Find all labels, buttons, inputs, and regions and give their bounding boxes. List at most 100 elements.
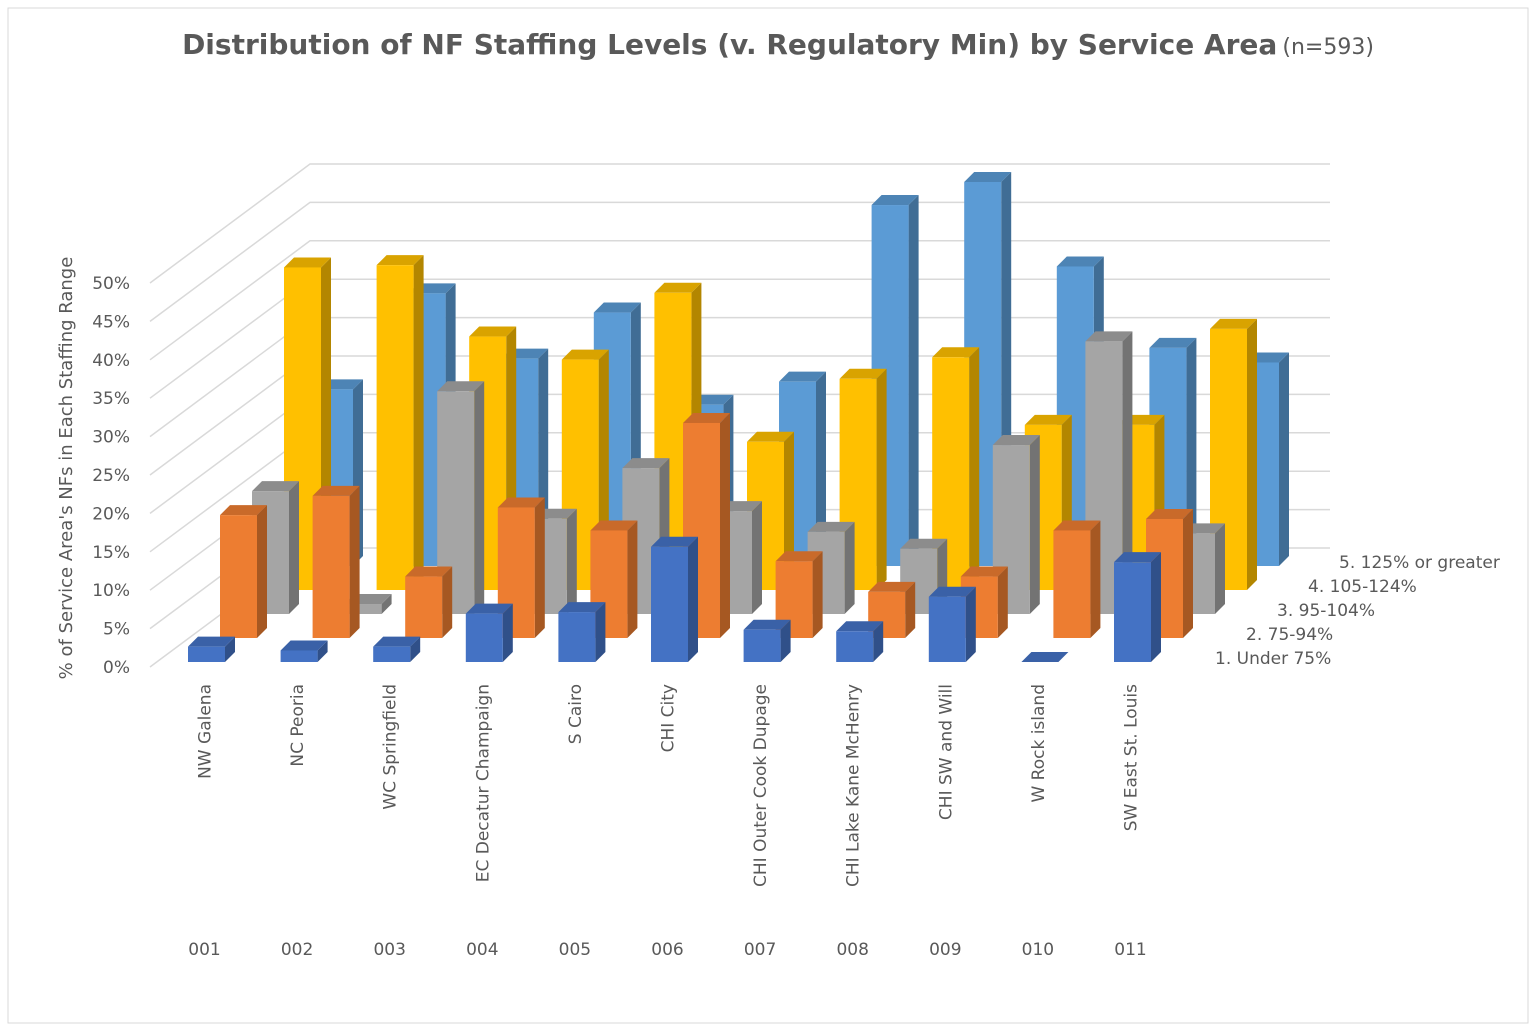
bar (220, 515, 257, 638)
legend-label: 4. 105-124% (1308, 577, 1417, 597)
y-tick-label: 25% (92, 466, 130, 486)
category-code: 003 (373, 940, 405, 960)
legend-label: 5. 125% or greater (1339, 553, 1500, 573)
bar-3d (1021, 652, 1069, 662)
y-tick-label: 35% (92, 389, 130, 409)
bar (188, 646, 225, 662)
chart-title: Distribution of NF Staffing Levels (v. R… (182, 28, 1374, 61)
x-tick-label: S Cairo (566, 684, 586, 744)
x-tick-label: W Rock island (1029, 684, 1049, 803)
bar-side (1279, 352, 1289, 566)
bar-top (593, 302, 641, 313)
bar-3d (928, 586, 976, 662)
bar-top (220, 505, 267, 516)
x-tick-label: EC Decatur Champaign (473, 684, 493, 882)
bar (280, 650, 318, 662)
bar-top (964, 172, 1012, 182)
bar-side (1029, 435, 1040, 614)
bar-side (1183, 508, 1193, 638)
legend-label: 3. 95-104% (1277, 601, 1375, 621)
bar-3d (280, 640, 328, 662)
bar-side (410, 636, 421, 662)
bar-top (312, 485, 360, 496)
bar-side (225, 636, 235, 662)
bar-side (502, 603, 513, 662)
bar-side (289, 481, 299, 614)
bar-3d (437, 381, 485, 614)
legend-label: 2. 75-94% (1246, 625, 1333, 645)
bar-3d (807, 521, 855, 614)
bar-3d (590, 520, 638, 638)
bar-side (965, 586, 976, 662)
bar-3d (651, 536, 698, 662)
bar (928, 596, 966, 662)
bar-side (969, 347, 980, 590)
category-code: 009 (929, 940, 961, 960)
bar-3d (1114, 552, 1161, 662)
y-tick-label: 20% (92, 504, 130, 524)
bar-side (720, 412, 730, 638)
x-tick-label: CHI Lake Kane McHenry (844, 684, 864, 887)
bar-top (497, 497, 545, 508)
bar-3d (188, 636, 235, 662)
bar-top (1056, 256, 1104, 267)
bar-side (873, 621, 884, 662)
bar-top (683, 412, 730, 423)
bar (836, 631, 874, 662)
bar-side (474, 381, 485, 614)
bar-top (651, 536, 698, 547)
bar-top (252, 481, 299, 492)
bar-3d (376, 255, 424, 591)
bar (312, 495, 350, 638)
category-code: 010 (1022, 940, 1054, 960)
bar-side (1247, 318, 1257, 590)
bar-3d (465, 603, 513, 662)
bar-side (534, 497, 545, 638)
bar-side (905, 581, 916, 638)
bar-3d (312, 485, 360, 638)
bar-side (1215, 523, 1225, 614)
bar (1053, 530, 1091, 638)
category-code: 006 (651, 940, 683, 960)
bar-side (381, 594, 392, 614)
bar-3d (220, 505, 267, 638)
x-tick-label: NC Peoria (288, 684, 308, 767)
y-tick-label: 15% (92, 543, 130, 563)
bar-3d (373, 636, 421, 662)
bar-top (747, 431, 794, 442)
bar (465, 613, 503, 662)
bar-top (654, 282, 702, 293)
bar-side (780, 619, 791, 662)
x-tick-label: CHI City (659, 684, 679, 752)
bar-side (876, 368, 887, 590)
bar-3d (497, 497, 545, 638)
bar-side (317, 640, 328, 662)
bar-top (839, 368, 887, 379)
bar-side (257, 505, 267, 638)
bar-top (928, 586, 976, 597)
bar-side (566, 508, 577, 614)
bar-top (558, 602, 606, 613)
y-tick-label: 40% (92, 351, 130, 371)
bar-top (405, 566, 453, 577)
bar-top (1053, 520, 1101, 531)
bar-3d (405, 566, 453, 638)
bar-top (1149, 337, 1197, 348)
bar-side (908, 195, 919, 567)
bar-side (816, 371, 826, 566)
bar (344, 604, 382, 614)
bar-top (1114, 552, 1161, 563)
bar-3d (558, 602, 606, 662)
bar-top (1024, 414, 1072, 425)
category-code: 011 (1114, 940, 1146, 960)
subtitle: (n=593) (1282, 35, 1374, 60)
bar-3d (743, 619, 791, 662)
bar-top (561, 349, 609, 360)
x-tick-label: WC Springfield (381, 684, 401, 810)
bar-side (812, 551, 823, 638)
bar (405, 576, 443, 638)
y-tick-label: 0% (103, 658, 130, 678)
y-tick-label: 30% (92, 428, 130, 448)
bar (743, 629, 781, 662)
category-code: 005 (559, 940, 591, 960)
